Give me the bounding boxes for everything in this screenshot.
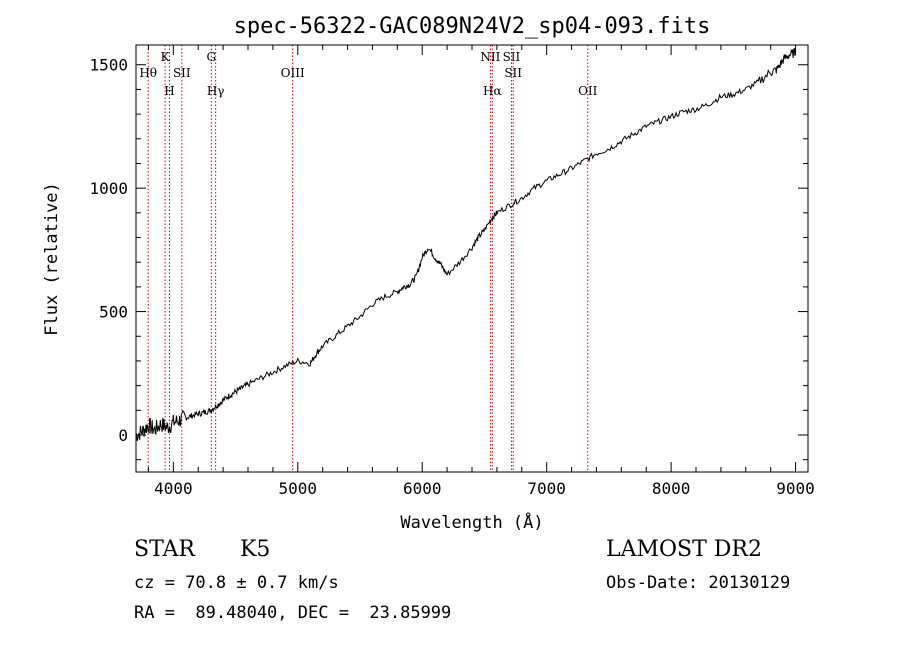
spectral-line-label: Hα [483, 84, 502, 98]
spectral-line-label: Hθ [139, 66, 157, 80]
x-tick-label: 5000 [279, 479, 318, 498]
spectral-line-label: SII [504, 66, 522, 80]
redshift-velocity: cz = 70.8 ± 0.7 km/s [134, 573, 339, 593]
survey-name: LAMOST DR2 [606, 537, 762, 562]
x-tick-label: 9000 [776, 479, 815, 498]
observation-date: Obs-Date: 20130129 [606, 573, 791, 593]
spectral-line-label: K [161, 50, 171, 64]
y-axis-label: Flux (relative) [42, 182, 62, 336]
y-tick-label: 0 [118, 426, 128, 445]
x-tick-label: 7000 [527, 479, 566, 498]
spectral-line-label: Hγ [207, 84, 225, 98]
spectral-line-label: OIII [281, 66, 305, 80]
x-tick-label: 8000 [652, 479, 691, 498]
object-type: STAR [134, 537, 195, 562]
x-axis-label: Wavelength (Å) [400, 511, 543, 533]
y-tick-label: 1000 [89, 179, 128, 198]
x-tick-label: 4000 [154, 479, 193, 498]
spectral-line-label: NII [480, 50, 500, 64]
plot-frame [135, 44, 809, 473]
chart-title: spec-56322-GAC089N24V2_sp04-093.fits [234, 14, 711, 39]
spectral-line-label: SII [173, 66, 191, 80]
spectral-line-label: SII [503, 50, 521, 64]
spectral-line-label: G [206, 50, 216, 64]
y-tick-label: 1500 [89, 56, 128, 75]
coordinates: RA = 89.48040, DEC = 23.85999 [134, 603, 452, 623]
y-tick-label: 500 [99, 303, 128, 322]
object-subclass: K5 [240, 537, 271, 562]
spectral-line-label: H [164, 84, 174, 98]
x-tick-label: 6000 [403, 479, 442, 498]
spectrum-line [135, 48, 797, 442]
spectral-line-label: OII [578, 84, 598, 98]
